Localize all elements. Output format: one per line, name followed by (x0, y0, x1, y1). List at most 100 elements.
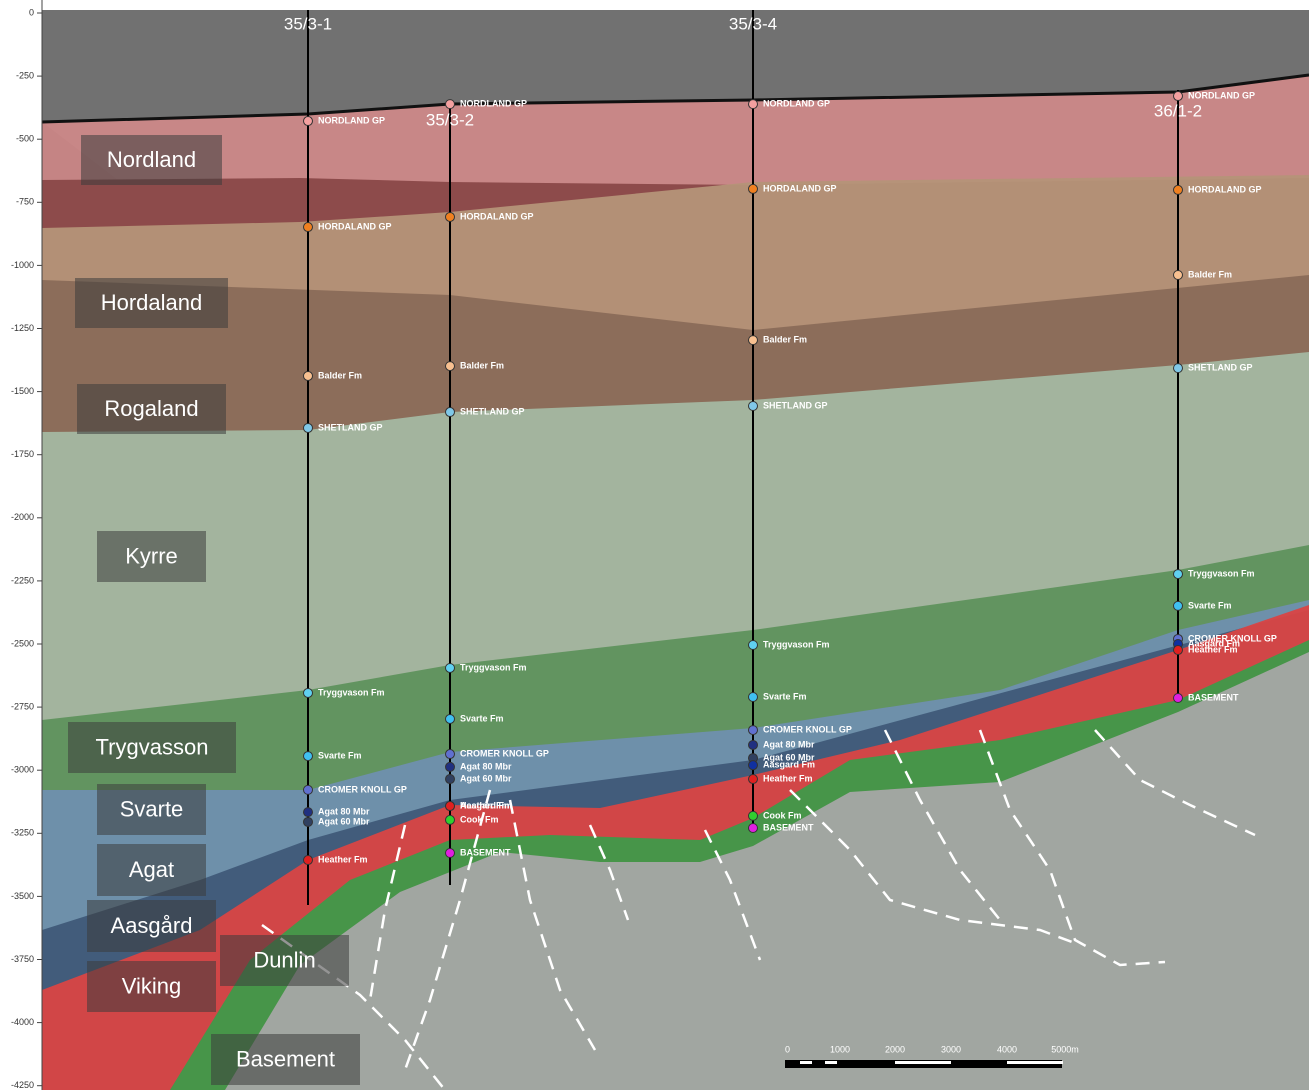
well-marker (748, 725, 758, 736)
marker-label: CROMER KNOLL GP (460, 748, 549, 758)
marker-label: SHETLAND GP (1188, 363, 1253, 373)
faults (261, 729, 1256, 1090)
scale-bar-segment (825, 1061, 837, 1064)
marker-label: NORDLAND GP (763, 98, 830, 108)
well-marker (445, 99, 455, 110)
well-marker (445, 713, 455, 724)
marker-label: Svarte Fm (460, 713, 504, 723)
well-marker (445, 211, 455, 222)
well-marker (748, 692, 758, 703)
formation-box (220, 935, 349, 986)
well-marker (303, 855, 313, 866)
formation-label: Nordland (107, 147, 196, 172)
well-marker (748, 760, 758, 771)
formation-box (87, 961, 216, 1012)
marker-label: BASEMENT (460, 847, 511, 857)
well-marker (303, 816, 313, 827)
formation-label: Hordaland (101, 290, 203, 315)
marker-label: SHETLAND GP (318, 422, 383, 432)
well-name: 35/3-4 (729, 14, 777, 33)
well-marker (748, 400, 758, 411)
well-marker (303, 751, 313, 762)
tick-label: -2500 (11, 638, 34, 648)
marker-label: Tryggvason Fm (318, 687, 385, 697)
marker-label: Balder Fm (318, 370, 362, 380)
tick-label: -1750 (11, 449, 34, 459)
marker-label: CROMER KNOLL GP (763, 724, 852, 734)
well-marker (445, 361, 455, 372)
axis-strip (0, 0, 42, 1090)
marker-label: Cook Fm (460, 814, 499, 824)
well-marker (303, 422, 313, 433)
marker-label: Agat 60 Mbr (318, 816, 370, 826)
formation-box (81, 135, 222, 185)
marker-label: NORDLAND GP (318, 115, 385, 125)
marker-label: Aasgard Fm (763, 760, 815, 770)
formation-label: Basement (236, 1046, 335, 1071)
well-marker (1173, 91, 1183, 102)
marker-label: HORDALAND GP (460, 211, 534, 221)
well-marker (445, 761, 455, 772)
marker-label: Tryggvason Fm (460, 662, 527, 672)
well-marker (748, 99, 758, 110)
well-marker (445, 749, 455, 760)
formation-box (97, 531, 206, 582)
marker-label: NORDLAND GP (460, 98, 527, 108)
marker-label: Aasgard Fm (1188, 638, 1240, 648)
well-marker (1173, 363, 1183, 374)
formation-box (97, 784, 206, 835)
marker-label: BASEMENT (763, 822, 814, 832)
well-marker (303, 116, 313, 127)
marker-label: BASEMENT (1188, 692, 1239, 702)
formation-box (77, 384, 226, 434)
formation-label: Svarte (120, 796, 184, 821)
marker-label: Balder Fm (763, 334, 807, 344)
formation-label: Kyrre (125, 543, 178, 568)
tick-label: -1250 (11, 323, 34, 333)
well-marker (445, 801, 455, 812)
tick-label: -1000 (11, 260, 34, 270)
well-name: 35/3-1 (284, 14, 332, 33)
well-marker (1173, 645, 1183, 656)
well-name: 36/1-2 (1154, 101, 1202, 120)
marker-label: HORDALAND GP (318, 221, 392, 231)
well-name: 35/3-2 (426, 110, 474, 129)
scale-label: 0 (785, 1044, 790, 1054)
marker-label: Cook Fm (763, 810, 802, 820)
well-marker (445, 814, 455, 825)
well-marker (1173, 600, 1183, 611)
formation-label: Agat (129, 857, 174, 882)
marker-label: Svarte Fm (318, 750, 362, 760)
marker-label: Tryggvason Fm (763, 639, 830, 649)
well-marker (748, 822, 758, 833)
marker-label: Heather Fm (460, 800, 510, 810)
marker-label: Heather Fm (318, 854, 368, 864)
formation-label: Dunlin (253, 947, 315, 972)
formation-box (87, 900, 216, 952)
scale-bar-segment (1007, 1061, 1063, 1064)
well-marker (303, 807, 313, 818)
formation-box (68, 722, 236, 773)
well-marker (1173, 569, 1183, 580)
tick-label: -3750 (11, 954, 34, 964)
tick-label: -1500 (11, 386, 34, 396)
marker-label: Agat 60 Mbr (460, 773, 512, 783)
tick-label: -500 (16, 134, 34, 144)
scale-label: 4000 (997, 1044, 1017, 1054)
well-marker (1173, 693, 1183, 704)
tick-label: -3250 (11, 828, 34, 838)
formation-label: Rogaland (104, 396, 198, 421)
marker-label: Svarte Fm (763, 691, 807, 701)
marker-label: Aasgard Fm (460, 800, 512, 810)
formation-label: Viking (122, 973, 182, 998)
marker-label: CROMER KNOLL GP (318, 784, 407, 794)
scale-label: 3000 (941, 1044, 961, 1054)
well-marker (748, 640, 758, 651)
tick-label: -3000 (11, 765, 34, 775)
tick-label: -2000 (11, 512, 34, 522)
tick-label: -4000 (11, 1017, 34, 1027)
well-marker (748, 739, 758, 750)
well-marker (748, 183, 758, 194)
tick-label: 0 (29, 7, 34, 17)
